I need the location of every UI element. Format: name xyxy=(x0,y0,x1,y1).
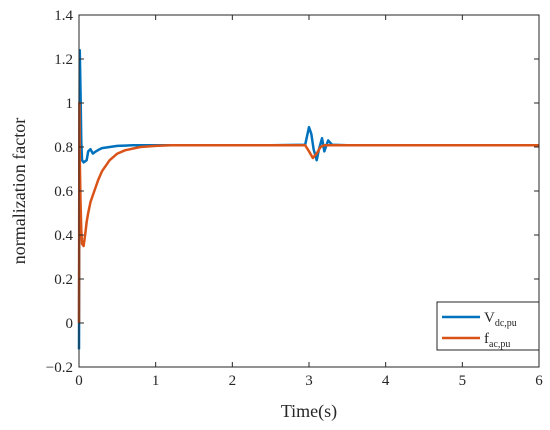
y-tick-label: 0.2 xyxy=(54,272,73,288)
legend-label-fac-main: f xyxy=(484,331,489,347)
x-tick-label: 0 xyxy=(75,373,83,389)
y-tick-label: 0 xyxy=(66,316,74,332)
y-tick-label: 0.6 xyxy=(54,184,73,200)
tick-label-layer: 0 1 2 3 4 5 6−0.200.20.40.60.811.21.4 xyxy=(46,8,543,389)
y-tick-label: 1.2 xyxy=(54,52,73,68)
series-layer xyxy=(77,48,539,350)
x-tick-label: 2 xyxy=(229,373,237,389)
y-axis-title: normalization factor xyxy=(9,118,29,264)
x-tick-label: 3 xyxy=(305,373,313,389)
plot-frame xyxy=(78,14,540,368)
legend-box xyxy=(436,301,540,351)
x-tick-label: 6 xyxy=(535,373,543,389)
legend-label-fac: fac,pu xyxy=(484,331,510,350)
y-tick-label: 0.4 xyxy=(54,228,73,244)
legend-label-vdc: Vdc,pu xyxy=(484,310,517,329)
x-axis-title: Time(s) xyxy=(281,401,337,422)
series-line-fac xyxy=(77,101,539,324)
x-tick-label: 4 xyxy=(382,373,390,389)
legend-label-vdc-main: V xyxy=(484,310,495,326)
y-tick-label: 1.4 xyxy=(54,8,73,24)
y-tick-label: 1 xyxy=(66,96,74,112)
y-tick-label: 0.8 xyxy=(54,140,73,156)
legend-label-vdc-sub: dc,pu xyxy=(495,318,517,329)
x-tick-label: 1 xyxy=(152,373,160,389)
legend-label-fac-sub: ac,pu xyxy=(489,339,510,350)
y-tick-label: −0.2 xyxy=(46,360,73,376)
legend: Vdc,pu fac,pu xyxy=(436,301,540,351)
x-tick-label: 5 xyxy=(459,373,467,389)
